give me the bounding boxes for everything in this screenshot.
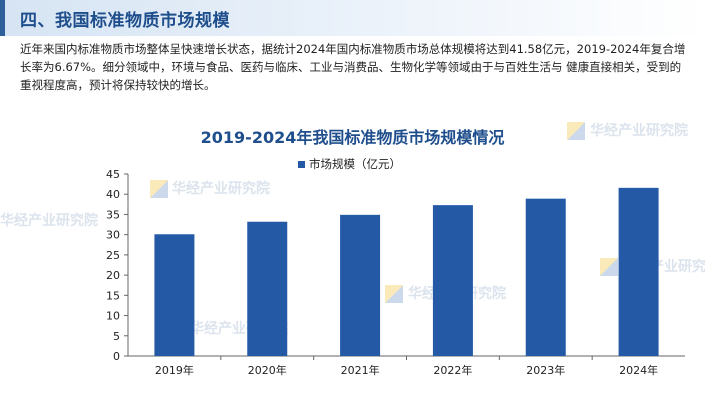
legend-label: 市场规模（亿元） [309,157,401,171]
y-tick-label: 15 [106,289,120,302]
x-tick-label: 2020年 [248,363,287,377]
y-tick-label: 5 [113,330,120,343]
y-tick-label: 35 [106,208,120,221]
legend-swatch [298,160,305,168]
bar [154,234,195,356]
x-tick-label: 2023年 [526,363,565,377]
y-tick-label: 30 [106,229,120,242]
x-tick-label: 2024年 [619,363,658,377]
section-title: 四、我国标准物质市场规模 [20,11,230,31]
y-tick-label: 10 [106,310,120,323]
x-tick-label: 2019年 [155,363,194,377]
y-tick-label: 40 [106,188,120,201]
chart-title: 2019-2024年我国标准物质市场规模情况 [200,128,505,147]
y-tick-label: 0 [113,350,120,363]
bar [525,198,566,356]
x-tick-label: 2022年 [433,363,472,377]
header-accent-stripe [0,0,5,36]
bar [618,187,659,356]
bar [432,205,473,356]
y-tick-label: 25 [106,249,120,262]
y-tick-label: 45 [106,168,120,181]
bar [247,221,288,356]
section-header-bar [0,0,705,36]
x-tick-label: 2021年 [341,363,380,377]
chart-legend: 市场规模（亿元） [298,156,401,172]
y-tick-label: 20 [106,269,120,282]
intro-paragraph: 近年来国内标准物质市场整体呈快速增长状态，据统计2024年国内标准物质市场总体规… [20,42,686,92]
bar [340,214,381,356]
